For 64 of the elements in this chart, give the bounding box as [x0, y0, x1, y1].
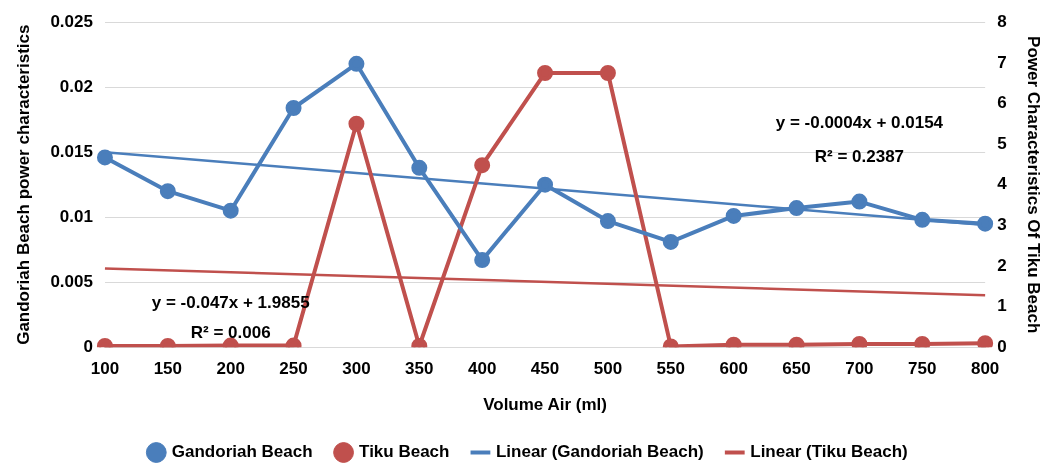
- y-tick-label: 0.015: [50, 141, 93, 161]
- point: [914, 211, 931, 228]
- annotation: R² = 0.2387: [814, 147, 905, 167]
- point: [159, 183, 176, 200]
- y2-tick-label: 7: [997, 52, 1007, 72]
- y-tick-label: 0.025: [50, 11, 93, 31]
- x-tick-label: 250: [279, 359, 308, 379]
- x-tick-label: 300: [342, 359, 371, 379]
- legend-label: Tiku Beach: [359, 442, 450, 462]
- x-tick-label: 400: [467, 359, 497, 379]
- point: [537, 176, 554, 193]
- y2-tick-label: 0: [997, 336, 1007, 356]
- point: [851, 193, 868, 210]
- point: [725, 207, 742, 224]
- y2-tick-label: 1: [997, 296, 1007, 316]
- point: [599, 213, 616, 230]
- point: [96, 149, 113, 166]
- y2-tick-label: 2: [997, 255, 1007, 275]
- point: [977, 215, 994, 232]
- y2-tick-label: 5: [997, 133, 1007, 153]
- y2-tick-label: 3: [997, 215, 1007, 235]
- point: [788, 200, 805, 217]
- point: [851, 335, 868, 348]
- legend-label: Gandoriah Beach: [171, 442, 313, 462]
- y-tick-label: 0.02: [59, 76, 93, 96]
- y-tick-label: 0: [83, 336, 93, 356]
- y-tick-label: 0.005: [50, 271, 93, 291]
- x-tick-label: 650: [782, 359, 811, 379]
- x-tick-label: 350: [405, 359, 434, 379]
- annotation: R² = 0.006: [190, 322, 271, 342]
- legend-label: Linear (Gandoriah Beach): [495, 442, 704, 462]
- point: [599, 64, 616, 81]
- x-tick-label: 550: [656, 359, 685, 379]
- x-tick-label: 750: [908, 359, 937, 379]
- x-tick-label: 150: [153, 359, 182, 379]
- y-tick-label: 0.01: [59, 206, 93, 226]
- point: [411, 159, 428, 176]
- point: [788, 336, 805, 348]
- x-tick-label: 600: [719, 359, 748, 379]
- point: [537, 64, 554, 81]
- point: [285, 100, 302, 116]
- legend-label: Linear (Tiku Beach): [750, 442, 908, 462]
- annotation: y = -0.0004x + 0.0154: [775, 113, 944, 133]
- x-tick-label: 800: [970, 359, 1000, 379]
- point: [662, 233, 679, 250]
- x-tick-label: 100: [90, 359, 120, 379]
- point: [474, 157, 491, 174]
- y2-tick-label: 8: [997, 11, 1007, 31]
- y2-axis-title: Power Characteristics Of Tiku Beach: [1024, 36, 1044, 334]
- y2-tick-label: 6: [997, 93, 1007, 113]
- x-tick-label: 450: [530, 359, 560, 379]
- point: [725, 336, 742, 348]
- x-tick-label: 500: [593, 359, 623, 379]
- y-axis-title: Gandoriah Beach power characteristics: [13, 24, 33, 345]
- x-tick-label: 200: [216, 359, 245, 379]
- x-tick-label: 700: [845, 359, 874, 379]
- point: [914, 335, 931, 348]
- point: [474, 252, 491, 269]
- point: [348, 55, 365, 72]
- point: [977, 335, 994, 348]
- point: [222, 202, 239, 219]
- point: [348, 115, 365, 132]
- x-axis-title: Volume Air (ml): [483, 395, 607, 415]
- y2-tick-label: 4: [997, 174, 1008, 194]
